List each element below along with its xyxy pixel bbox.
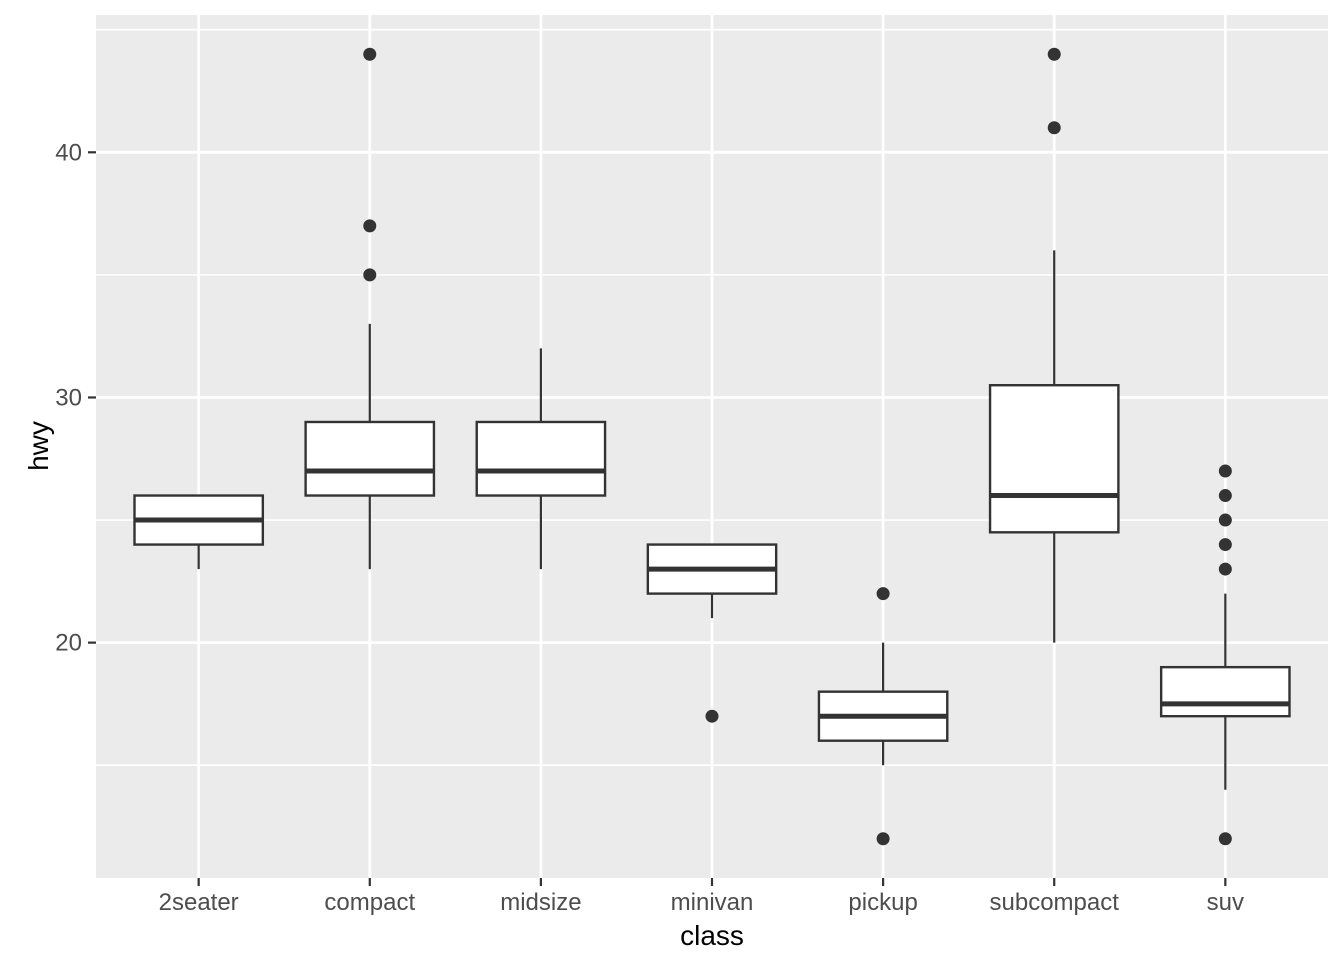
x-tick-label: minivan [671,889,754,916]
outlier-dot-pickup [876,832,890,846]
box-midsize [475,420,607,497]
y-tick-label: 20 [55,630,82,657]
outlier-dot-compact [363,268,377,282]
x-tick-label: pickup [848,889,917,916]
outlier-dot-suv [1218,513,1232,527]
outlier-dot-compact [363,47,377,61]
outlier-dot-suv [1218,832,1232,846]
x-tick-label: subcompact [990,889,1120,916]
outlier-dot-suv [1218,538,1232,552]
x-tick-label: midsize [500,889,581,916]
x-tick-label: 2seater [159,889,239,916]
outlier-dot-minivan [705,709,719,723]
box-suv [1159,665,1291,718]
x-axis-title: class [680,920,744,951]
outlier-dot-subcompact [1047,121,1061,135]
y-tick-label: 40 [55,139,82,166]
outlier-dot-pickup [876,587,890,601]
y-tick-label: 30 [55,384,82,411]
box-subcompact [988,384,1120,534]
outlier-dot-compact [363,219,377,233]
x-tick-label: compact [324,889,415,916]
x-tick-label: suv [1207,889,1244,916]
outlier-dot-suv [1218,562,1232,576]
outlier-dot-subcompact [1047,47,1061,61]
outlier-dot-suv [1218,464,1232,478]
box-compact [304,420,436,497]
y-axis-title: hwy [22,421,54,471]
outlier-dot-suv [1218,489,1232,503]
